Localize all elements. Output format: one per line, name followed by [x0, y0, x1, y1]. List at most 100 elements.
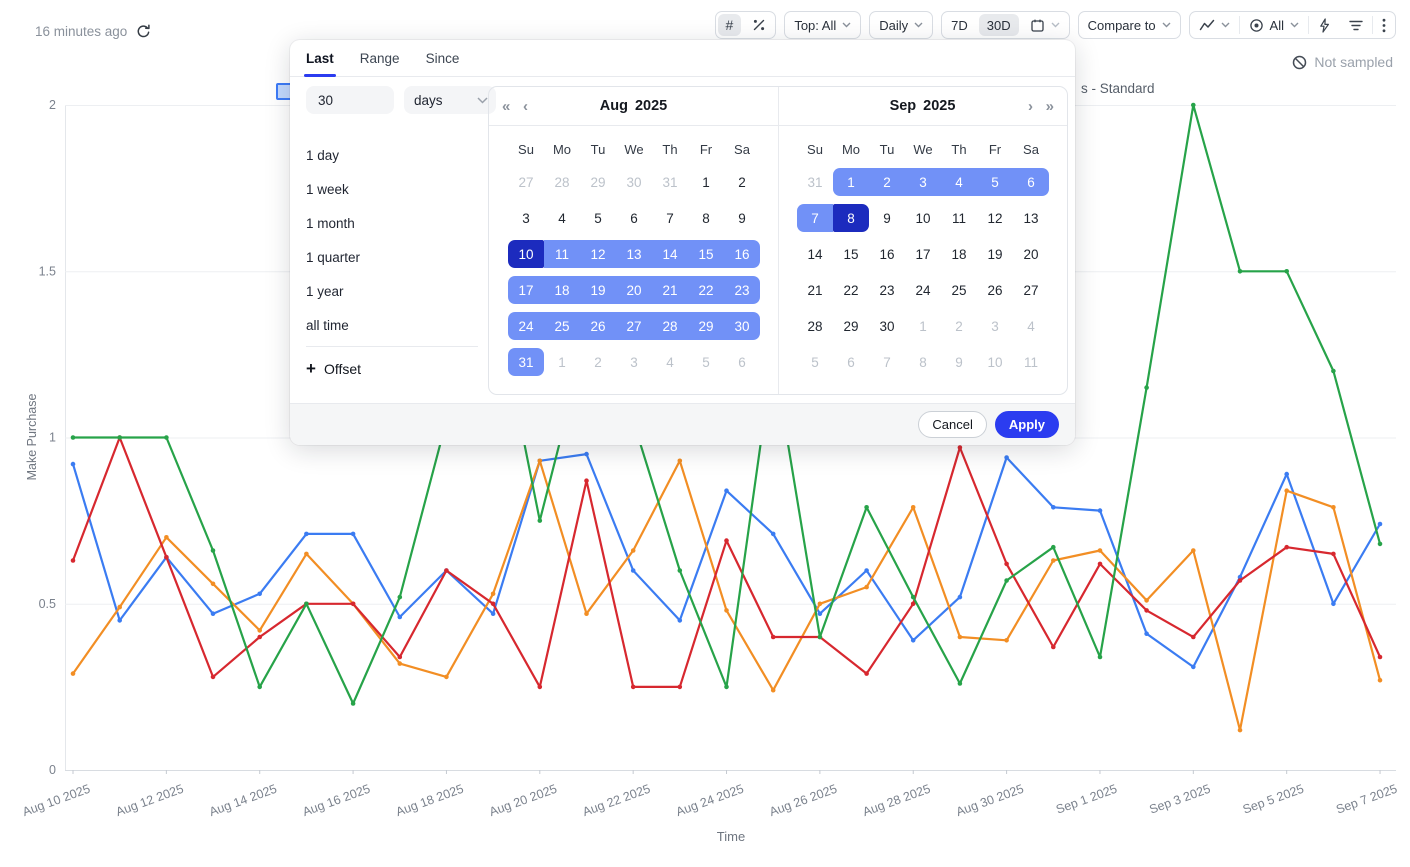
calendar-day-sep-12[interactable]: 12: [987, 210, 1003, 226]
data-point-orange[interactable]: [397, 661, 403, 666]
calendar-day-aug-2[interactable]: 2: [738, 174, 746, 190]
data-point-blue[interactable]: [490, 611, 496, 616]
calendar-day-sep-8[interactable]: 8: [833, 204, 869, 232]
calendar-day-sep-11[interactable]: 11: [1023, 354, 1038, 370]
data-point-blue[interactable]: [957, 594, 963, 600]
calendar-day-sep-11[interactable]: 11: [951, 210, 966, 226]
calendar-day-sep-9[interactable]: 9: [883, 210, 891, 226]
calendar-day-sep-9[interactable]: 9: [955, 354, 963, 370]
calendar-day-sep-22[interactable]: 22: [843, 282, 859, 298]
data-point-orange[interactable]: [864, 584, 869, 590]
data-point-blue[interactable]: [1237, 574, 1243, 580]
calendar-day-sep-3[interactable]: 3: [991, 318, 999, 334]
data-point-green[interactable]: [1004, 578, 1009, 583]
calendar-day-aug-22[interactable]: 22: [688, 276, 724, 304]
quick-option-all-time[interactable]: all time: [306, 317, 349, 333]
data-point-orange[interactable]: [537, 458, 543, 464]
tab-since[interactable]: Since: [425, 50, 460, 66]
calendar-day-sep-10[interactable]: 10: [987, 354, 1003, 370]
data-point-green[interactable]: [1331, 368, 1336, 374]
more-options-button[interactable]: [1373, 12, 1395, 38]
data-point-blue[interactable]: [210, 611, 216, 616]
data-point-green[interactable]: [817, 634, 823, 640]
calendar-day-aug-5[interactable]: 5: [594, 210, 602, 226]
data-point-orange[interactable]: [1284, 488, 1289, 494]
data-point-green[interactable]: [957, 681, 963, 686]
data-point-red[interactable]: [444, 568, 449, 573]
data-point-red[interactable]: [677, 684, 683, 690]
data-point-orange[interactable]: [957, 634, 963, 640]
tab-range[interactable]: Range: [359, 50, 400, 66]
calendar-day-aug-3[interactable]: 3: [630, 354, 638, 370]
numeric-mode-button[interactable]: #: [717, 14, 742, 36]
data-point-blue[interactable]: [397, 614, 403, 620]
data-point-red[interactable]: [257, 634, 263, 640]
calendar-day-aug-5[interactable]: 5: [702, 354, 710, 370]
calendar-day-aug-30[interactable]: 30: [724, 312, 760, 340]
calendar-day-aug-3[interactable]: 3: [522, 210, 530, 226]
data-point-green[interactable]: [397, 594, 403, 600]
data-point-blue[interactable]: [724, 488, 729, 494]
data-point-blue[interactable]: [1191, 664, 1196, 670]
calendar-day-aug-8[interactable]: 8: [702, 210, 710, 226]
data-point-green[interactable]: [1144, 385, 1149, 390]
compare-to-button[interactable]: Compare to: [1079, 12, 1180, 38]
data-point-red[interactable]: [630, 684, 636, 690]
calendar-day-sep-6[interactable]: 6: [1013, 168, 1049, 196]
top-filter-button[interactable]: Top: All: [785, 12, 860, 38]
data-point-green[interactable]: [70, 435, 76, 440]
calendar-day-aug-11[interactable]: 11: [544, 240, 580, 268]
prev-year-button[interactable]: «: [502, 97, 511, 115]
apply-button[interactable]: Apply: [994, 411, 1059, 438]
percent-mode-button[interactable]: [743, 12, 775, 38]
visibility-button[interactable]: All: [1240, 12, 1308, 38]
calendar-day-aug-16[interactable]: 16: [724, 240, 760, 268]
calendar-day-aug-28[interactable]: 28: [554, 174, 570, 190]
prev-month-button[interactable]: ‹: [523, 97, 528, 115]
data-point-orange[interactable]: [490, 591, 496, 597]
data-point-green[interactable]: [910, 594, 916, 600]
calendar-day-aug-6[interactable]: 6: [630, 210, 638, 226]
data-point-red[interactable]: [350, 601, 356, 607]
data-point-blue[interactable]: [677, 618, 683, 623]
data-point-green[interactable]: [1191, 102, 1196, 108]
calendar-day-sep-3[interactable]: 3: [905, 168, 941, 196]
calendar-day-aug-24[interactable]: 24: [508, 312, 544, 340]
calendar-day-aug-2[interactable]: 2: [594, 354, 602, 370]
quick-option-1-day[interactable]: 1 day: [306, 147, 340, 163]
data-point-blue[interactable]: [864, 568, 869, 573]
data-point-orange[interactable]: [164, 535, 169, 540]
calendar-day-sep-2[interactable]: 2: [955, 318, 963, 334]
calendar-day-sep-14[interactable]: 14: [807, 246, 823, 262]
interval-button[interactable]: Daily: [870, 12, 932, 38]
data-point-orange[interactable]: [584, 611, 589, 616]
data-point-blue[interactable]: [1004, 455, 1009, 460]
data-point-orange[interactable]: [1237, 727, 1243, 733]
data-point-green[interactable]: [864, 505, 869, 510]
calendar-day-aug-29[interactable]: 29: [688, 312, 724, 340]
data-point-orange[interactable]: [677, 458, 683, 464]
data-point-red[interactable]: [1191, 634, 1196, 640]
data-point-red[interactable]: [210, 674, 216, 680]
quick-option-1-week[interactable]: 1 week: [306, 181, 349, 197]
data-point-green[interactable]: [537, 518, 543, 523]
calendar-day-aug-4[interactable]: 4: [558, 210, 566, 226]
calendar-day-aug-30[interactable]: 30: [626, 174, 642, 190]
data-point-orange[interactable]: [257, 628, 263, 633]
data-point-green[interactable]: [304, 601, 309, 607]
calendar-day-sep-26[interactable]: 26: [987, 282, 1003, 298]
data-point-green[interactable]: [210, 548, 216, 553]
calendar-day-sep-29[interactable]: 29: [843, 318, 859, 334]
calendar-day-sep-31[interactable]: 31: [807, 174, 823, 190]
data-point-orange[interactable]: [1377, 677, 1383, 683]
data-point-orange[interactable]: [1144, 598, 1149, 603]
data-point-red[interactable]: [1004, 561, 1009, 567]
data-point-green[interactable]: [350, 701, 356, 706]
calendar-day-sep-10[interactable]: 10: [915, 210, 931, 226]
filter-button[interactable]: [1340, 12, 1372, 38]
calendar-day-sep-21[interactable]: 21: [807, 282, 823, 298]
calendar-day-aug-31[interactable]: 31: [662, 174, 678, 190]
next-year-button[interactable]: »: [1045, 97, 1054, 115]
data-point-orange[interactable]: [1051, 558, 1056, 563]
data-point-red[interactable]: [770, 634, 776, 640]
